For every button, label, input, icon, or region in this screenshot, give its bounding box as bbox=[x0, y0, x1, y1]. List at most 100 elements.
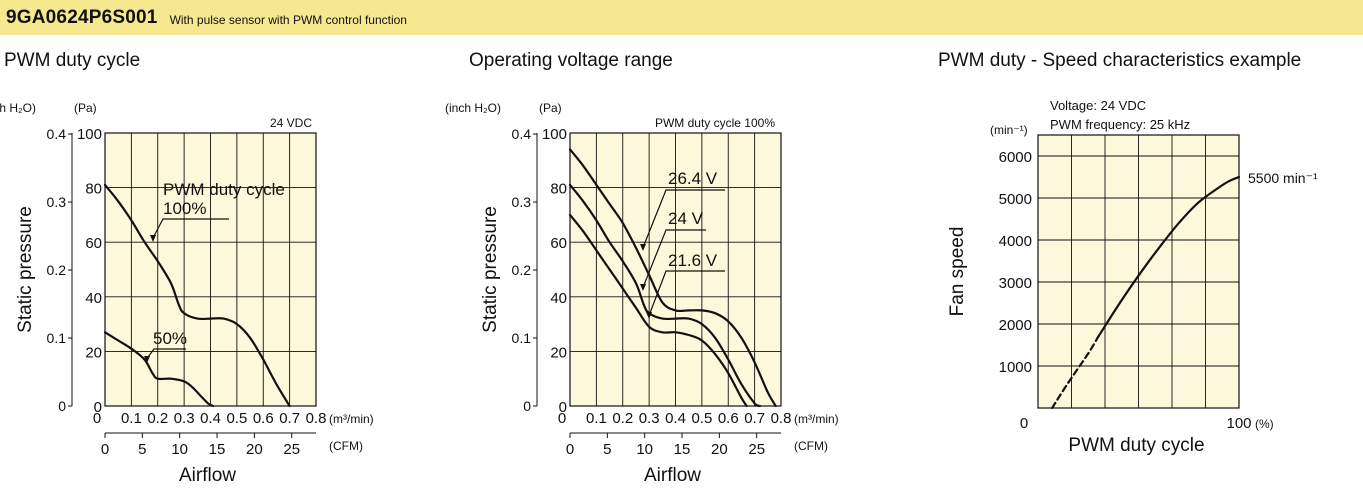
chart1-xtick-m3min: 0.7 bbox=[279, 410, 300, 427]
chart3-ytick: 4000 bbox=[999, 233, 1032, 250]
chart3-annotation: PWM frequency: 25 kHz bbox=[1050, 117, 1190, 132]
chart3-end-label: 5500 min⁻¹ bbox=[1248, 170, 1318, 186]
chart1-ytick-pa: 0 bbox=[94, 399, 102, 416]
chart1-xtick-m3min: 0 bbox=[93, 410, 101, 427]
chart2-series-2-label: 24 V bbox=[668, 209, 704, 228]
model-header-bar: 9GA0624P6S001 With pulse sensor with PWM… bbox=[0, 0, 1363, 35]
chart2-ytick-inch: 0 bbox=[523, 398, 531, 414]
chart3-xunit: (%) bbox=[1255, 417, 1274, 431]
chart2-condition-label: PWM duty cycle 100% bbox=[655, 116, 775, 130]
chart2-series-3-label: 21.6 V bbox=[668, 251, 718, 270]
chart1-xtick-m3min: 0.3 bbox=[174, 410, 195, 427]
chart2-xtick-m3min: 0.5 bbox=[691, 410, 712, 427]
chart3-ytick: 6000 bbox=[999, 149, 1032, 166]
chart3-annotation: Voltage: 24 VDC bbox=[1050, 98, 1146, 113]
chart1-title: PWM duty cycle bbox=[4, 50, 141, 71]
model-description: With pulse sensor with PWM control funct… bbox=[169, 12, 407, 27]
chart2-ylabel: Static pressure bbox=[480, 206, 501, 333]
chart2-xtick-m3min: 0.7 bbox=[744, 410, 765, 427]
chart1-xtick-m3min: 0.6 bbox=[253, 410, 274, 427]
chart1-xtick-cfm: 15 bbox=[209, 441, 226, 458]
model-number: 9GA0624P6S001 bbox=[6, 6, 158, 28]
chart2-xtick-cfm: 20 bbox=[711, 441, 728, 458]
chart2-xtick-m3min: 0.1 bbox=[586, 410, 607, 427]
chart1-xtick-m3min: 0.5 bbox=[226, 410, 247, 427]
chart2-ytick-inch: 0.1 bbox=[512, 330, 532, 346]
chart3-yunit: (min⁻¹) bbox=[990, 123, 1028, 137]
chart2-title: Operating voltage range bbox=[469, 50, 673, 71]
chart2-ytick-pa: 40 bbox=[550, 290, 567, 307]
chart2-ytick-pa: 20 bbox=[550, 344, 567, 361]
chart2-xtick-m3min: 0.3 bbox=[639, 410, 660, 427]
chart2-xtick-m3min: 0 bbox=[558, 410, 566, 427]
chart2-xtick-cfm: 5 bbox=[603, 441, 611, 458]
chart1-xtick-cfm: 0 bbox=[101, 441, 109, 458]
chart2-series-3-leader bbox=[649, 270, 725, 314]
chart2-xtick-cfm: 25 bbox=[748, 441, 765, 458]
chart3-ytick: 5000 bbox=[999, 191, 1032, 208]
chart1-series-1-leader bbox=[153, 218, 229, 237]
chart2-yunit-inch: (inch H₂O) bbox=[445, 101, 501, 115]
chart3-ytick: 3000 bbox=[999, 275, 1032, 292]
chart1-ylabel: Static pressure bbox=[15, 206, 36, 333]
chart1-series-1-label: PWM duty cycle bbox=[163, 180, 285, 199]
chart1-xunit-m3min: (m³/min) bbox=[329, 412, 374, 426]
chart2-series-2-leader bbox=[643, 229, 706, 286]
chart2-xtick-m3min: 0.2 bbox=[612, 410, 633, 427]
chart1-ytick-pa: 40 bbox=[85, 290, 102, 307]
chart3-ytick: 1000 bbox=[999, 359, 1032, 376]
chart2-xtick-cfm: 10 bbox=[636, 441, 653, 458]
chart2-series-2-line bbox=[568, 183, 761, 408]
chart2-xtick-m3min: 0.8 bbox=[771, 410, 792, 427]
chart2-xunit-cfm: (CFM) bbox=[794, 439, 828, 453]
chart3-title: PWM duty - Speed characteristics example bbox=[938, 50, 1302, 71]
chart2-series-3-leader-arrowhead bbox=[646, 312, 652, 319]
chart1-series-1-line bbox=[103, 183, 291, 408]
chart2-series-1-leader bbox=[643, 189, 725, 246]
chart1-series-2-line bbox=[103, 331, 215, 408]
chart1-xtick-cfm: 10 bbox=[171, 441, 188, 458]
chart2-xtick-m3min: 0.4 bbox=[665, 410, 686, 427]
chart1-ytick-pa: 20 bbox=[85, 344, 102, 361]
chart1-series-1-label: 100% bbox=[163, 199, 206, 218]
chart1-ytick-inch: 0 bbox=[58, 398, 66, 414]
chart2-ytick-pa: 60 bbox=[550, 235, 567, 252]
chart2-xtick-m3min: 0.6 bbox=[718, 410, 739, 427]
chart2-ytick-pa: 0 bbox=[559, 399, 567, 416]
chart2-ytick-inch: 0.2 bbox=[512, 262, 532, 278]
chart2-series-1-line bbox=[568, 148, 777, 408]
chart1-ytick-inch: 0.3 bbox=[47, 194, 67, 210]
chart3-xtick: 100 bbox=[1226, 415, 1251, 432]
chart1-ytick-inch: 0.2 bbox=[47, 262, 67, 278]
chart2-series-3-line bbox=[568, 213, 748, 408]
chart3-xtick: 0 bbox=[1020, 415, 1028, 432]
chart1-ytick-inch: 0.4 bbox=[47, 126, 67, 142]
chart2-xunit-m3min: (m³/min) bbox=[794, 412, 839, 426]
chart2-xtick-cfm: 15 bbox=[674, 441, 691, 458]
chart3-series-2-line bbox=[1097, 175, 1241, 338]
chart1-series-2-leader bbox=[147, 348, 186, 358]
chart2-series-1-label: 26.4 V bbox=[668, 169, 718, 188]
chart1-series-2-label: 50% bbox=[153, 329, 187, 348]
chart2-ytick-inch: 0.3 bbox=[512, 194, 532, 210]
chart1-condition-label: 24 VDC bbox=[270, 116, 312, 130]
chart1-xtick-cfm: 5 bbox=[138, 441, 146, 458]
chart1-ytick-pa: 60 bbox=[85, 235, 102, 252]
chart2-ytick-inch: 0.4 bbox=[512, 126, 532, 142]
chart1-xtick-m3min: 0.2 bbox=[147, 410, 168, 427]
chart2-series-2-leader-arrowhead bbox=[640, 284, 646, 291]
chart1-series-2-leader-arrowhead bbox=[144, 356, 150, 363]
chart1-xunit-cfm: (CFM) bbox=[329, 439, 363, 453]
chart1-xtick-m3min: 0.1 bbox=[121, 410, 142, 427]
chart2-series-1-leader-arrowhead bbox=[640, 244, 646, 251]
chart1-yunit-inch: (inch H₂O) bbox=[0, 101, 36, 115]
chart3-ytick: 2000 bbox=[999, 317, 1032, 334]
chart1-yunit-pa: (Pa) bbox=[74, 101, 97, 115]
chart1-xtick-m3min: 0.4 bbox=[200, 410, 221, 427]
chart2-yunit-pa: (Pa) bbox=[539, 101, 562, 115]
chart1-xtick-m3min: 0.8 bbox=[306, 410, 327, 427]
chart1-ytick-inch: 0.1 bbox=[47, 330, 67, 346]
chart1-series-1-leader-arrowhead bbox=[150, 235, 156, 242]
chart1-xtick-cfm: 20 bbox=[246, 441, 263, 458]
